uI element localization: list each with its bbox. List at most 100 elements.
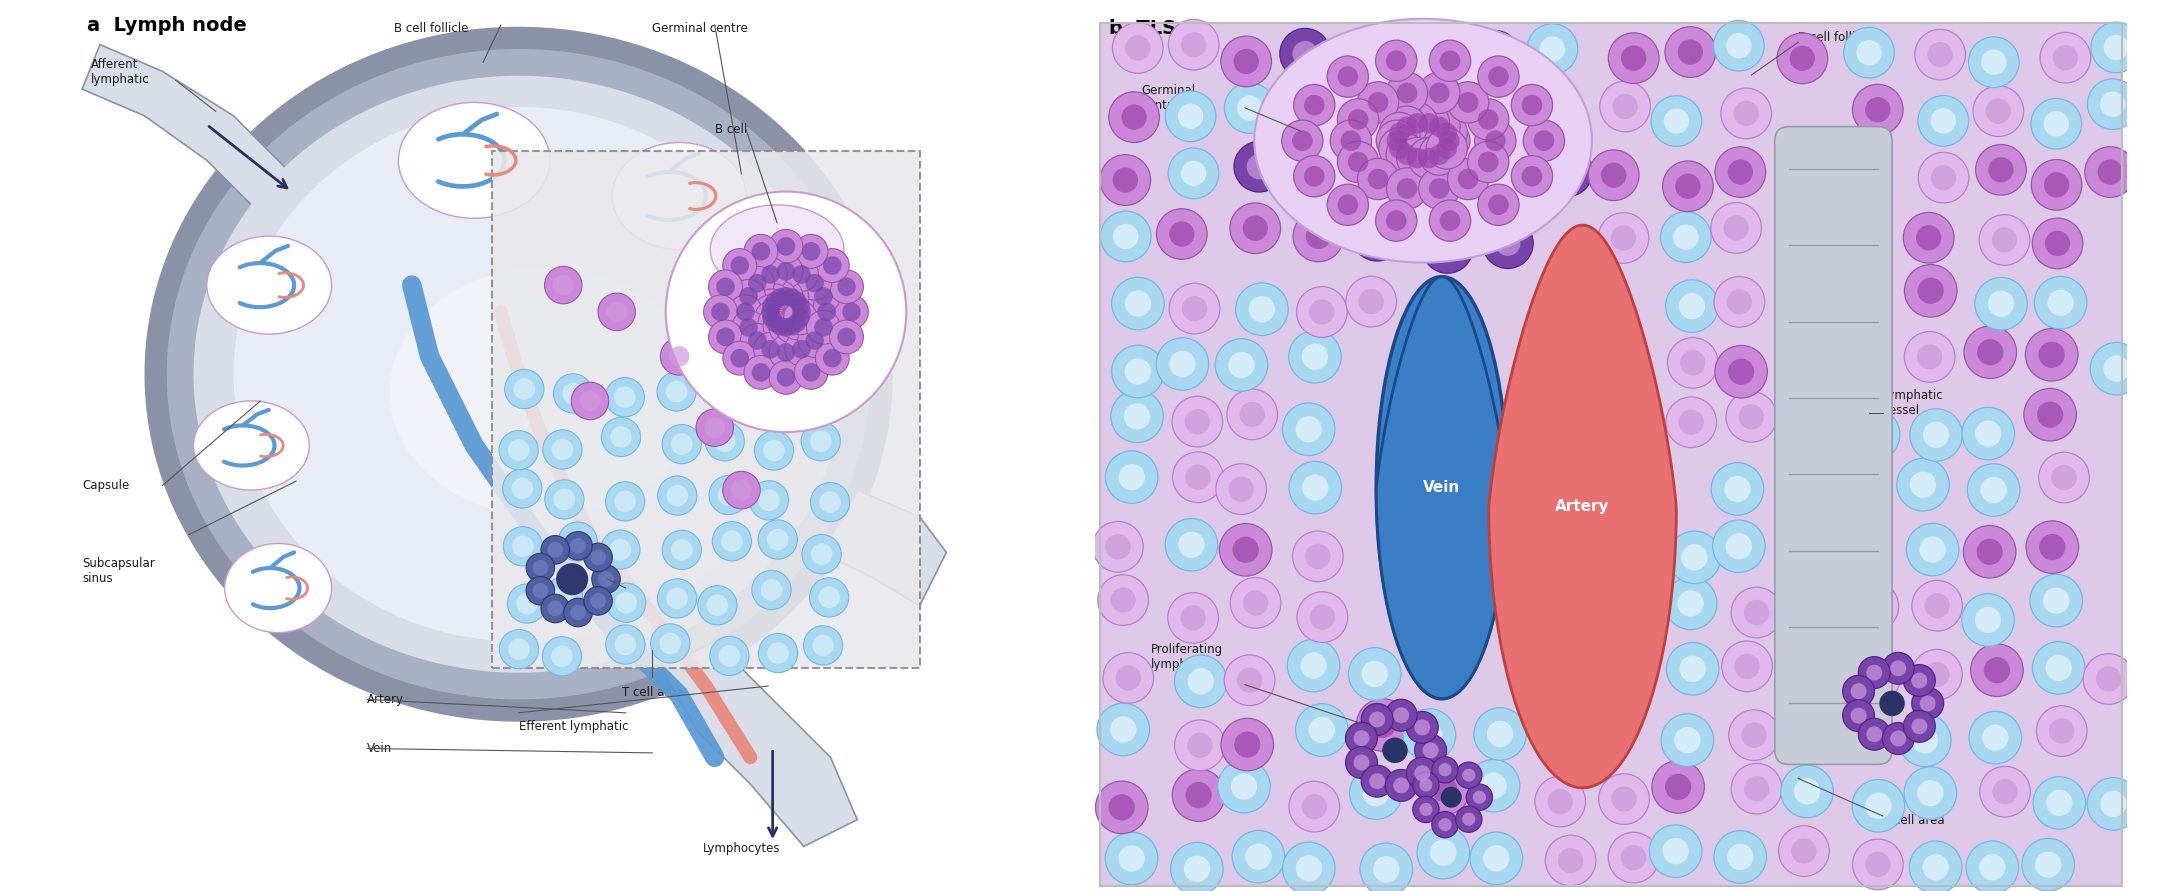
- Circle shape: [1280, 29, 1330, 79]
- Circle shape: [1793, 778, 1819, 805]
- Circle shape: [1168, 221, 1195, 247]
- Circle shape: [780, 306, 815, 339]
- Circle shape: [815, 318, 832, 337]
- Circle shape: [1666, 280, 1719, 332]
- Circle shape: [1918, 278, 1944, 304]
- Polygon shape: [234, 107, 804, 642]
- Circle shape: [1184, 855, 1210, 882]
- Circle shape: [1918, 152, 1968, 203]
- Circle shape: [670, 539, 692, 560]
- Circle shape: [1409, 137, 1450, 179]
- Circle shape: [1234, 732, 1260, 757]
- Circle shape: [1669, 531, 1721, 584]
- Circle shape: [1302, 794, 1328, 819]
- Circle shape: [1289, 331, 1341, 383]
- Circle shape: [723, 249, 756, 282]
- Circle shape: [1457, 762, 1483, 789]
- Ellipse shape: [1778, 690, 1865, 755]
- Circle shape: [745, 356, 778, 389]
- Circle shape: [2088, 78, 2138, 129]
- Circle shape: [836, 277, 856, 296]
- Text: Afferent
lymphatic: Afferent lymphatic: [92, 58, 151, 86]
- Circle shape: [1219, 524, 1271, 576]
- Circle shape: [1725, 33, 1752, 59]
- Ellipse shape: [1778, 482, 1865, 547]
- Circle shape: [1679, 656, 1706, 682]
- Circle shape: [1470, 832, 1522, 885]
- Circle shape: [767, 528, 788, 551]
- Circle shape: [670, 433, 692, 455]
- Circle shape: [1308, 717, 1334, 743]
- Circle shape: [1463, 813, 1476, 826]
- Circle shape: [769, 360, 804, 394]
- Circle shape: [1660, 212, 1712, 263]
- Circle shape: [1422, 742, 1439, 758]
- Circle shape: [1182, 32, 1206, 57]
- Polygon shape: [166, 49, 871, 699]
- Circle shape: [601, 530, 640, 569]
- Circle shape: [1677, 590, 1704, 617]
- Circle shape: [771, 378, 793, 399]
- Circle shape: [1977, 339, 2003, 365]
- Polygon shape: [83, 45, 323, 249]
- Circle shape: [1963, 326, 2016, 379]
- Circle shape: [1348, 151, 1369, 172]
- Circle shape: [804, 625, 843, 665]
- Text: HEV: HEV: [625, 586, 651, 599]
- Circle shape: [505, 370, 544, 409]
- Circle shape: [1483, 846, 1509, 871]
- Circle shape: [1387, 134, 1428, 176]
- Circle shape: [1096, 781, 1149, 834]
- Circle shape: [775, 309, 808, 343]
- Circle shape: [1865, 97, 1891, 122]
- Text: Lymphocytes: Lymphocytes: [703, 842, 780, 855]
- Circle shape: [1420, 162, 1446, 188]
- Circle shape: [1522, 94, 1542, 116]
- Circle shape: [1533, 130, 1555, 151]
- Circle shape: [542, 535, 570, 564]
- Circle shape: [1863, 666, 1887, 691]
- Circle shape: [1612, 225, 1636, 250]
- Circle shape: [784, 301, 817, 335]
- Circle shape: [1909, 409, 1963, 462]
- Circle shape: [544, 266, 581, 304]
- Circle shape: [526, 553, 555, 582]
- Circle shape: [802, 363, 821, 381]
- Circle shape: [710, 476, 749, 515]
- Circle shape: [1974, 277, 2027, 330]
- Circle shape: [1728, 290, 1752, 315]
- Circle shape: [1420, 803, 1433, 816]
- Circle shape: [1112, 168, 1138, 192]
- Circle shape: [791, 297, 810, 315]
- Circle shape: [771, 317, 788, 336]
- Circle shape: [592, 565, 620, 593]
- Circle shape: [817, 303, 836, 321]
- Circle shape: [1225, 655, 1275, 706]
- Circle shape: [579, 390, 601, 412]
- Circle shape: [788, 314, 806, 332]
- Circle shape: [1968, 463, 2020, 516]
- Circle shape: [1337, 66, 1358, 87]
- Circle shape: [1721, 88, 1771, 139]
- Circle shape: [1245, 844, 1271, 870]
- Circle shape: [751, 570, 791, 609]
- Circle shape: [1417, 826, 1470, 879]
- Text: B cell follicle: B cell follicle: [1797, 31, 1872, 44]
- Circle shape: [1850, 683, 1867, 699]
- Circle shape: [749, 481, 788, 520]
- Circle shape: [1928, 42, 1952, 67]
- Circle shape: [762, 440, 784, 462]
- Circle shape: [548, 601, 563, 617]
- Circle shape: [1710, 202, 1762, 253]
- Circle shape: [1621, 45, 1647, 70]
- Circle shape: [1468, 142, 1509, 183]
- Circle shape: [719, 388, 740, 410]
- Circle shape: [1664, 27, 1717, 78]
- Circle shape: [2031, 98, 2081, 149]
- Circle shape: [1714, 346, 1767, 398]
- Circle shape: [1428, 144, 1450, 165]
- Circle shape: [1103, 652, 1153, 703]
- Circle shape: [1293, 211, 1343, 262]
- Circle shape: [1843, 675, 1874, 707]
- Circle shape: [598, 293, 636, 331]
